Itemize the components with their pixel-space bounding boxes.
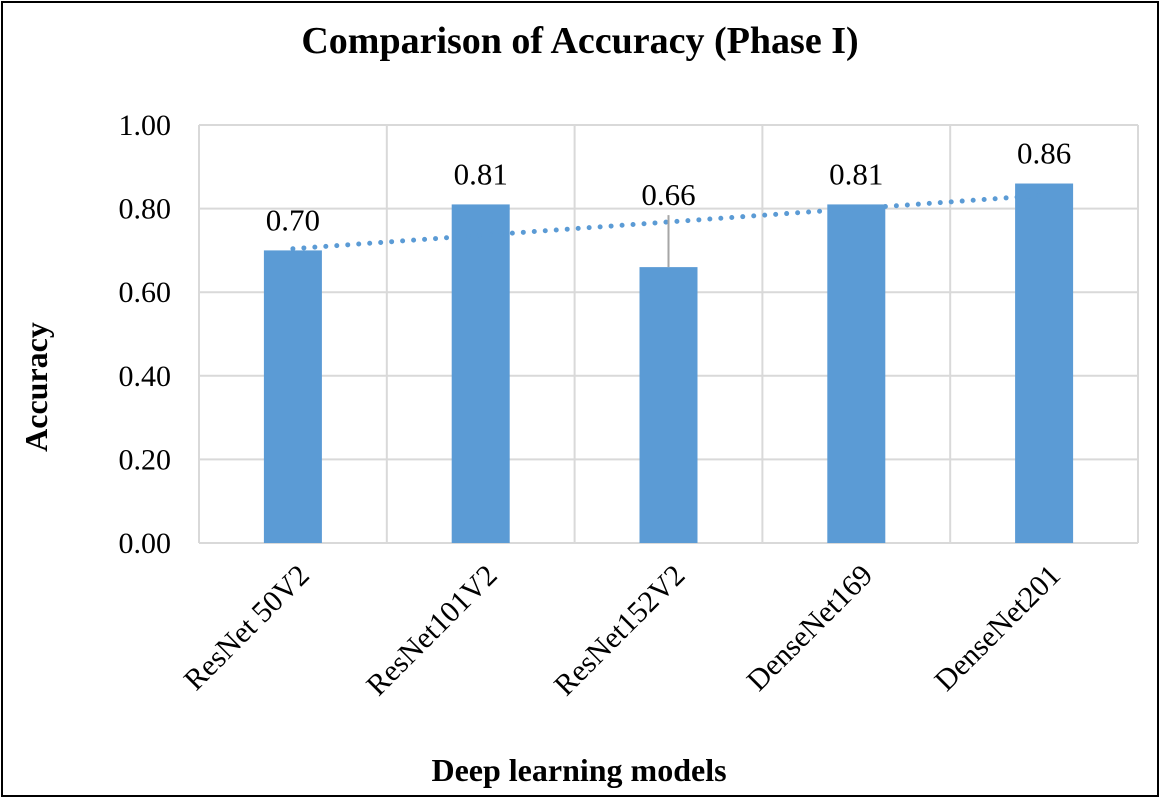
data-label: 0.81	[829, 156, 883, 191]
data-label: 0.70	[266, 202, 320, 237]
chart-title: Comparison of Accuracy (Phase I)	[301, 20, 858, 62]
x-tick-label: ResNet152V2	[548, 559, 692, 703]
y-tick-label: 0.40	[119, 360, 172, 393]
data-label-layer: 0.70 0.81 0.66 0.81 0.86	[266, 136, 1071, 238]
bar	[827, 204, 886, 544]
bar	[639, 267, 698, 543]
data-label: 0.81	[454, 156, 508, 191]
bar-chart: Comparison of Accuracy (Phase I) 0.70 0.8…	[18, 20, 1139, 788]
y-tick-label: 0.60	[119, 276, 172, 309]
y-tick-label: 0.80	[119, 193, 172, 226]
y-axis-title: Accuracy	[18, 322, 54, 452]
x-tick-label: ResNet101V2	[360, 559, 504, 703]
trendline	[290, 192, 1047, 252]
bar-layer	[263, 183, 1074, 544]
bar	[1015, 183, 1074, 543]
y-tick-label: 0.00	[119, 527, 172, 560]
bar	[451, 204, 510, 544]
grid-layer	[198, 124, 1139, 544]
bar	[263, 250, 322, 543]
trendline-layer	[290, 192, 1047, 252]
data-label: 0.66	[641, 177, 695, 212]
x-tick-label: ResNet 50V2	[178, 559, 316, 697]
y-tick-labels: 0.00 0.20 0.40 0.60 0.80 1.00	[119, 109, 172, 560]
x-axis-title: Deep learning models	[431, 752, 726, 788]
data-label: 0.86	[1017, 136, 1071, 171]
x-tick-labels: ResNet 50V2 ResNet101V2 ResNet152V2 DenseNe…	[178, 559, 1067, 703]
x-tick-label: DenseNet201	[928, 559, 1067, 698]
y-tick-label: 1.00	[119, 109, 172, 142]
x-tick-label: DenseNet169	[740, 559, 879, 698]
y-tick-label: 0.20	[119, 443, 172, 476]
